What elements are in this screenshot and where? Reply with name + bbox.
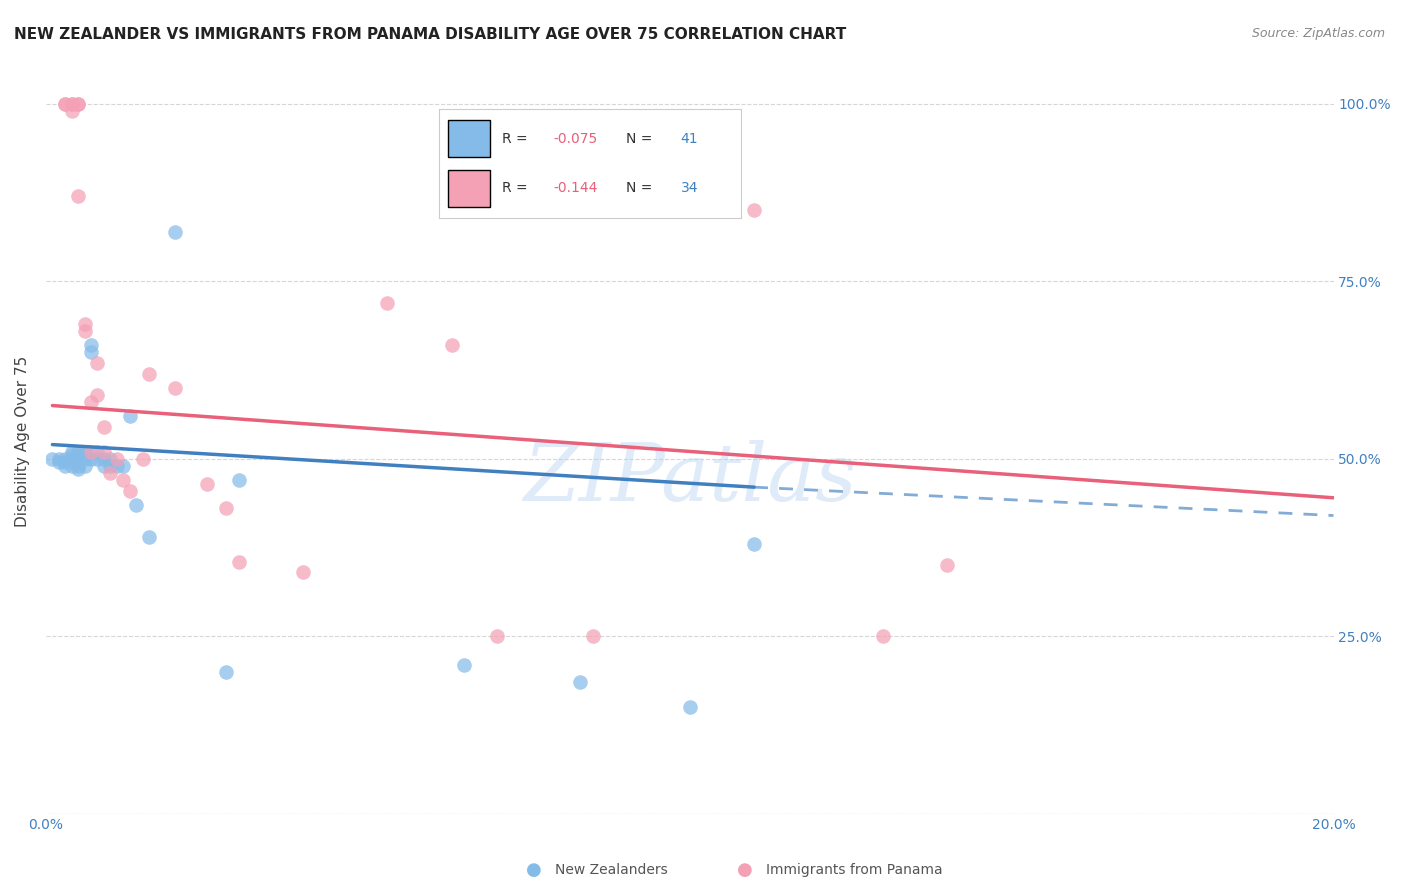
Point <box>485 629 508 643</box>
Point <box>73 451 96 466</box>
Point <box>195 476 218 491</box>
Point <box>60 451 83 466</box>
Point <box>936 558 959 573</box>
Point <box>73 324 96 338</box>
Text: ZIPatlas: ZIPatlas <box>523 440 856 517</box>
Point <box>215 501 238 516</box>
Point <box>80 345 103 359</box>
Point <box>67 97 90 112</box>
Point <box>53 455 76 469</box>
Point <box>138 367 160 381</box>
Point <box>67 462 90 476</box>
Point <box>48 455 70 469</box>
Point <box>60 458 83 473</box>
Point <box>67 448 90 462</box>
Point <box>228 473 250 487</box>
Point <box>53 458 76 473</box>
Point <box>67 451 90 466</box>
Text: Immigrants from Panama: Immigrants from Panama <box>766 863 943 877</box>
Point <box>93 458 115 473</box>
Point <box>73 444 96 458</box>
Point <box>453 657 475 672</box>
Point <box>86 444 108 458</box>
Point <box>138 530 160 544</box>
Y-axis label: Disability Age Over 75: Disability Age Over 75 <box>15 355 30 526</box>
Point <box>93 444 115 458</box>
Point <box>73 458 96 473</box>
Point <box>86 451 108 466</box>
Text: New Zealanders: New Zealanders <box>555 863 668 877</box>
Point <box>872 629 894 643</box>
Point <box>118 409 141 424</box>
Point <box>105 451 128 466</box>
Point <box>375 295 398 310</box>
Point <box>98 451 121 466</box>
Point <box>86 388 108 402</box>
Point <box>80 395 103 409</box>
Point <box>53 451 76 466</box>
Point <box>228 555 250 569</box>
Point <box>80 338 103 352</box>
Point <box>73 448 96 462</box>
Point <box>105 458 128 473</box>
Point <box>112 473 135 487</box>
Point <box>67 189 90 203</box>
Point <box>48 451 70 466</box>
Point <box>292 566 315 580</box>
Point <box>118 483 141 498</box>
Point <box>67 458 90 473</box>
Point <box>86 356 108 370</box>
Point <box>163 225 186 239</box>
Point <box>53 97 76 112</box>
Point <box>93 420 115 434</box>
Point <box>67 444 90 458</box>
Point <box>131 451 153 466</box>
Text: ●: ● <box>526 861 543 879</box>
Point <box>53 97 76 112</box>
Point <box>742 203 765 218</box>
Point <box>742 537 765 551</box>
Point <box>582 629 605 643</box>
Point <box>98 466 121 480</box>
Text: Source: ZipAtlas.com: Source: ZipAtlas.com <box>1251 27 1385 40</box>
Point <box>98 458 121 473</box>
Point <box>163 381 186 395</box>
Point <box>80 444 103 458</box>
Point <box>67 97 90 112</box>
Point <box>80 451 103 466</box>
Point <box>60 444 83 458</box>
Point <box>67 455 90 469</box>
Point <box>215 665 238 679</box>
Point <box>41 451 63 466</box>
Point <box>569 675 592 690</box>
Point <box>125 498 148 512</box>
Point <box>73 317 96 331</box>
Point <box>60 97 83 112</box>
Point <box>60 104 83 119</box>
Point <box>60 448 83 462</box>
Point <box>60 97 83 112</box>
Point <box>440 338 463 352</box>
Point <box>112 458 135 473</box>
Point <box>679 700 702 714</box>
Text: ●: ● <box>737 861 754 879</box>
Text: NEW ZEALANDER VS IMMIGRANTS FROM PANAMA DISABILITY AGE OVER 75 CORRELATION CHART: NEW ZEALANDER VS IMMIGRANTS FROM PANAMA … <box>14 27 846 42</box>
Point <box>93 451 115 466</box>
